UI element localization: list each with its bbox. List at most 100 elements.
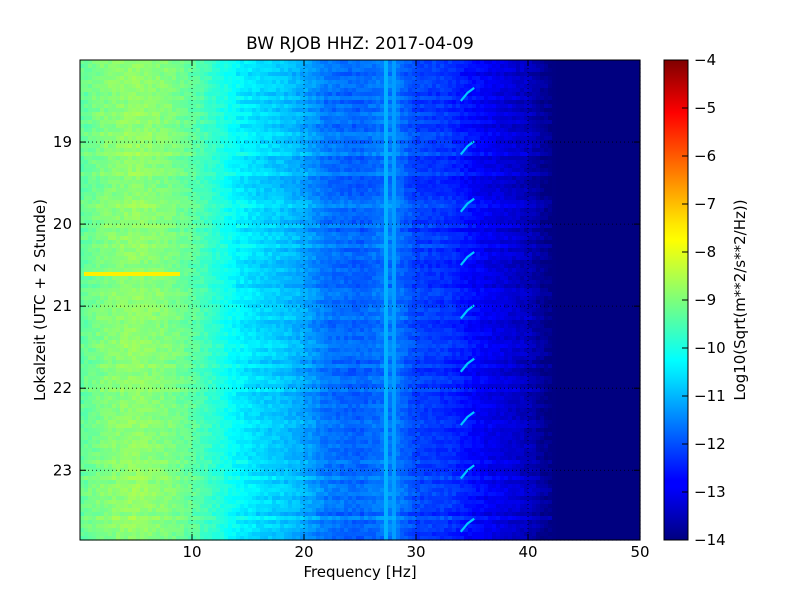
heatmap-cell bbox=[460, 176, 465, 181]
heatmap-cell bbox=[292, 152, 297, 157]
heatmap-cell bbox=[240, 200, 245, 205]
heatmap-cell bbox=[576, 140, 581, 145]
heatmap-cell bbox=[604, 144, 609, 149]
heatmap-cell bbox=[508, 132, 513, 137]
heatmap-cell bbox=[184, 196, 189, 201]
heatmap-cell bbox=[368, 68, 373, 73]
heatmap-cell bbox=[128, 132, 133, 137]
heatmap-cell bbox=[368, 76, 373, 81]
heatmap-cell bbox=[512, 176, 517, 181]
heatmap-cell bbox=[172, 136, 177, 141]
heatmap-cell bbox=[292, 160, 297, 165]
heatmap-cell bbox=[480, 140, 485, 145]
heatmap-cell bbox=[208, 132, 213, 137]
heatmap-cell bbox=[332, 72, 337, 77]
heatmap-cell bbox=[80, 164, 85, 169]
heatmap-cell bbox=[472, 180, 477, 185]
heatmap-cell bbox=[148, 108, 153, 113]
heatmap-cell bbox=[100, 72, 105, 77]
heatmap-cell bbox=[368, 88, 373, 93]
heatmap-cell bbox=[452, 196, 457, 201]
heatmap-cell bbox=[372, 128, 377, 133]
heatmap-cell bbox=[120, 60, 125, 65]
heatmap-cell bbox=[480, 100, 485, 105]
heatmap-cell bbox=[388, 136, 393, 141]
heatmap-cell bbox=[248, 160, 253, 165]
heatmap-cell bbox=[556, 100, 561, 105]
heatmap-cell bbox=[512, 88, 517, 93]
heatmap-cell bbox=[164, 112, 169, 117]
heatmap-cell bbox=[532, 60, 537, 65]
heatmap-cell bbox=[340, 132, 345, 137]
heatmap-cell bbox=[512, 128, 517, 133]
heatmap-cell bbox=[164, 176, 169, 181]
heatmap-cell bbox=[304, 60, 309, 65]
heatmap-cell bbox=[468, 148, 473, 153]
heatmap-cell bbox=[424, 200, 429, 205]
heatmap-cell bbox=[308, 100, 313, 105]
heatmap-cell bbox=[600, 96, 605, 101]
heatmap-cell bbox=[616, 104, 621, 109]
heatmap-cell bbox=[556, 72, 561, 77]
heatmap-cell bbox=[540, 144, 545, 149]
heatmap-cell bbox=[144, 92, 149, 97]
heatmap-cell bbox=[412, 200, 417, 205]
heatmap-cell bbox=[140, 140, 145, 145]
heatmap-cell bbox=[248, 128, 253, 133]
heatmap-cell bbox=[432, 88, 437, 93]
heatmap-cell bbox=[388, 104, 393, 109]
heatmap-cell bbox=[304, 200, 309, 205]
heatmap-cell bbox=[612, 104, 617, 109]
heatmap-cell bbox=[388, 196, 393, 201]
heatmap-cell bbox=[212, 140, 217, 145]
heatmap-cell bbox=[240, 84, 245, 89]
heatmap-cell bbox=[556, 160, 561, 165]
heatmap-cell bbox=[124, 132, 129, 137]
heatmap-cell bbox=[624, 84, 629, 89]
heatmap-cell bbox=[172, 96, 177, 101]
heatmap-cell bbox=[352, 64, 357, 69]
heatmap-cell bbox=[608, 168, 613, 173]
heatmap-cell bbox=[456, 68, 461, 73]
heatmap-cell bbox=[160, 108, 165, 113]
heatmap-cell bbox=[188, 188, 193, 193]
heatmap-cell bbox=[436, 112, 441, 117]
heatmap-cell bbox=[296, 156, 301, 161]
heatmap-cell bbox=[92, 112, 97, 117]
heatmap-cell bbox=[320, 72, 325, 77]
heatmap-cell bbox=[80, 84, 85, 89]
heatmap-cell bbox=[412, 152, 417, 157]
heatmap-cell bbox=[548, 76, 553, 81]
heatmap-cell bbox=[396, 172, 401, 177]
heatmap-cell bbox=[404, 132, 409, 137]
heatmap-cell bbox=[124, 72, 129, 77]
heatmap-cell bbox=[296, 116, 301, 121]
heatmap-cell bbox=[508, 152, 513, 157]
heatmap-cell bbox=[584, 128, 589, 133]
heatmap-cell bbox=[192, 172, 197, 177]
heatmap-cell bbox=[152, 68, 157, 73]
heatmap-cell bbox=[544, 192, 549, 197]
heatmap-cell bbox=[184, 104, 189, 109]
heatmap-cell bbox=[140, 192, 145, 197]
heatmap-cell bbox=[568, 72, 573, 77]
heatmap-cell bbox=[512, 104, 517, 109]
heatmap-cell bbox=[360, 96, 365, 101]
heatmap-cell bbox=[220, 200, 225, 205]
heatmap-cell bbox=[160, 112, 165, 117]
heatmap-cell bbox=[280, 76, 285, 81]
heatmap-cell bbox=[300, 112, 305, 117]
heatmap-cell bbox=[316, 164, 321, 169]
heatmap-cell bbox=[360, 168, 365, 173]
heatmap-cell bbox=[620, 76, 625, 81]
heatmap-cell bbox=[336, 112, 341, 117]
heatmap-cell bbox=[220, 148, 225, 153]
heatmap-cell bbox=[468, 116, 473, 121]
heatmap-cell bbox=[128, 180, 133, 185]
heatmap-cell bbox=[420, 128, 425, 133]
heatmap-cell bbox=[164, 180, 169, 185]
heatmap-cell bbox=[440, 140, 445, 145]
heatmap-cell bbox=[120, 196, 125, 201]
heatmap-cell bbox=[388, 156, 393, 161]
heatmap-cell bbox=[492, 168, 497, 173]
